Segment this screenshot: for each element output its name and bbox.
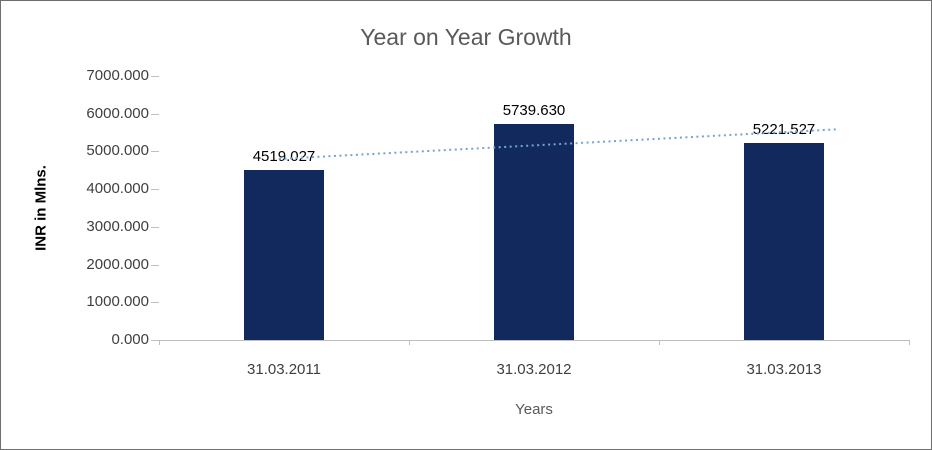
bar: [244, 169, 324, 340]
y-tick-label: 4000.000: [86, 180, 149, 198]
bar-data-label: 5221.527: [752, 121, 816, 139]
y-tick-label: 6000.000: [86, 104, 149, 122]
x-tick-mark: [409, 340, 410, 345]
y-tick-mark: [151, 189, 159, 191]
bar: [494, 123, 574, 340]
y-tick-label: 7000.000: [86, 67, 149, 84]
y-tick-mark: [151, 151, 159, 153]
y-tick-label: 2000.000: [86, 255, 149, 273]
y-tick-mark: [151, 226, 159, 228]
x-axis-line: [159, 340, 909, 341]
bar-data-label: 5739.630: [502, 101, 566, 119]
x-tick-mark: [659, 340, 660, 345]
chart-title: Year on Year Growth: [360, 24, 572, 50]
x-tick-label: 31.03.2013: [746, 361, 822, 378]
y-tick-mark: [151, 76, 159, 77]
y-tick-mark: [151, 264, 159, 266]
y-tick-label: 0.000: [111, 331, 149, 348]
y-tick-label: 5000.000: [86, 142, 149, 160]
y-tick-mark: [151, 302, 159, 304]
bar-data-label: 4519.027: [252, 147, 316, 165]
y-tick-label: 1000.000: [86, 293, 149, 311]
x-tick-mark: [909, 340, 910, 345]
y-axis-title: INR in Mlns.: [32, 165, 50, 251]
y-tick-mark: [151, 113, 159, 115]
x-tick-label: 31.03.2012: [496, 361, 572, 378]
bar: [744, 143, 824, 340]
y-tick-mark: [151, 340, 159, 341]
x-tick-label: 31.03.2011: [247, 361, 321, 378]
y-tick-label: 3000.000: [86, 217, 149, 235]
x-axis-title: Years: [515, 401, 553, 418]
x-tick-mark: [159, 340, 160, 345]
